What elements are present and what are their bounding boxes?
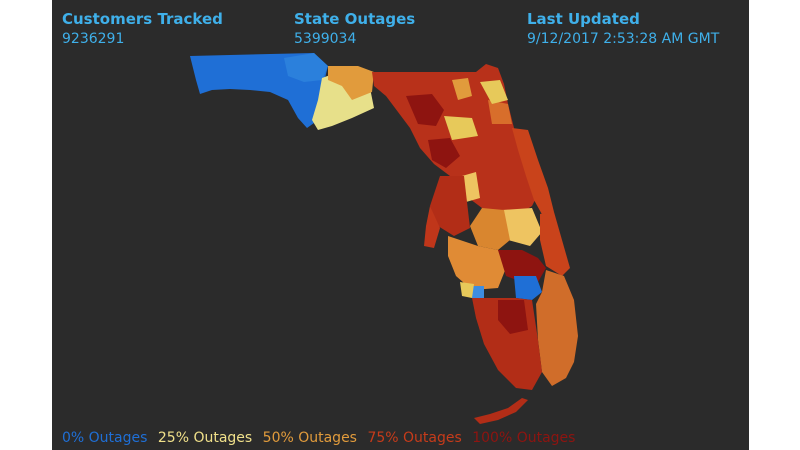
region-north-yellow-2[interactable] <box>480 80 508 104</box>
region-north-dark-2[interactable] <box>428 138 460 168</box>
legend-item-25: 25% Outages <box>157 430 253 446</box>
state-outages-stat: State Outages 5399034 <box>294 9 415 49</box>
region-sw-yellow[interactable] <box>460 282 474 298</box>
customers-tracked-stat: Customers Tracked 9236291 <box>62 9 223 49</box>
legend-item-50: 50% Outages <box>262 430 357 446</box>
legend-item-0: 0% Outages <box>62 430 148 446</box>
state-outages-value: 5399034 <box>294 31 357 47</box>
region-central-orange[interactable] <box>470 208 510 250</box>
legend-item-100: 100% Outages <box>472 430 576 446</box>
outage-legend: 0% Outages 25% Outages 50% Outages 75% O… <box>62 428 581 448</box>
region-se-coast[interactable] <box>536 270 578 386</box>
region-big-bend-orange[interactable] <box>328 66 374 100</box>
region-okeechobee-blue[interactable] <box>514 276 542 300</box>
region-north-dark-1[interactable] <box>406 94 444 126</box>
region-south-dark[interactable] <box>498 250 546 282</box>
legend-item-75: 75% Outages <box>367 430 462 446</box>
region-west-coast-blue[interactable] <box>472 286 484 298</box>
region-north-yellow-1[interactable] <box>444 116 478 140</box>
region-panhandle-blue-2[interactable] <box>284 53 328 82</box>
region-central-yellow-2[interactable] <box>462 172 480 202</box>
region-tampa-bay[interactable] <box>424 206 440 248</box>
region-north-orange-2[interactable] <box>488 100 512 124</box>
region-east-central[interactable] <box>540 212 570 276</box>
customers-tracked-value: 9236291 <box>62 31 125 47</box>
outage-map-panel: Customers Tracked 9236291 State Outages … <box>52 0 749 450</box>
last-updated-label: Last Updated <box>527 10 640 28</box>
region-north-orange-1[interactable] <box>452 78 472 100</box>
region-south-central-orange[interactable] <box>448 236 506 290</box>
region-keys[interactable] <box>474 398 528 424</box>
region-central-yellow[interactable] <box>502 208 542 246</box>
region-central-red[interactable] <box>430 176 470 236</box>
state-outages-label: State Outages <box>294 10 416 28</box>
last-updated-stat: Last Updated 9/12/2017 2:53:28 AM GMT <box>527 9 719 49</box>
florida-outage-map <box>190 53 578 424</box>
customers-tracked-label: Customers Tracked <box>62 10 223 28</box>
region-south-dark-2[interactable] <box>498 300 528 334</box>
region-east-coast[interactable] <box>512 128 554 218</box>
last-updated-value: 9/12/2017 2:53:28 AM GMT <box>527 31 720 47</box>
